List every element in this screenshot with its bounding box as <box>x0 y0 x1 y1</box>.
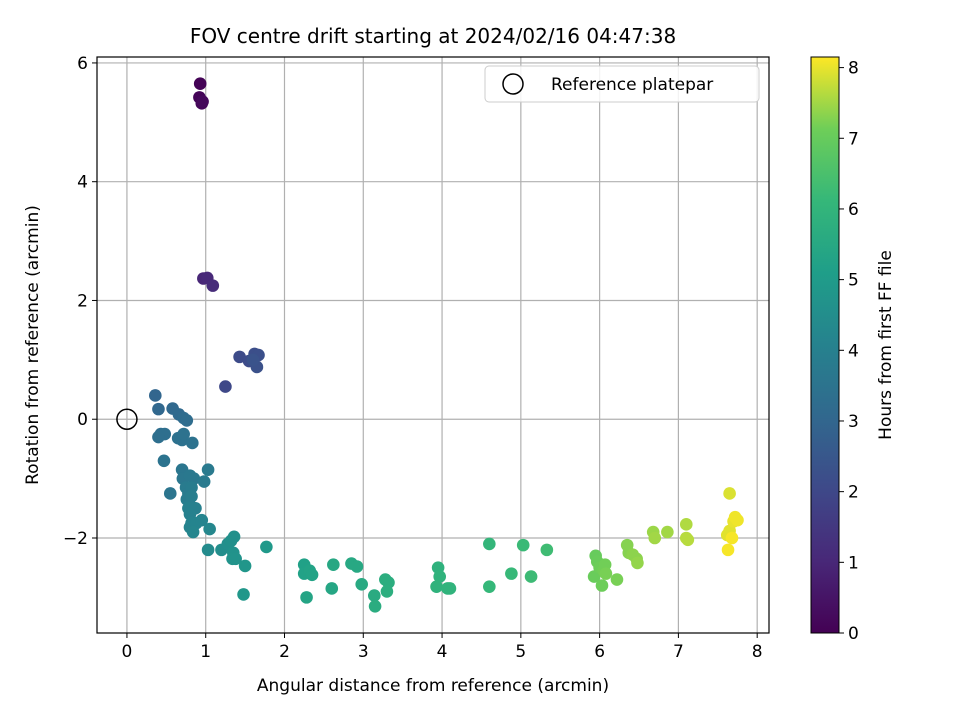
data-point <box>246 353 260 367</box>
colorbar-tick-label: 8 <box>848 59 859 79</box>
data-point <box>163 487 177 500</box>
colorbar-tick-label: 3 <box>848 412 859 432</box>
data-point <box>157 454 171 468</box>
x-tick-label: 3 <box>358 642 369 662</box>
data-points <box>148 77 744 613</box>
data-point <box>203 522 216 536</box>
data-point <box>524 570 538 583</box>
data-point <box>661 525 674 539</box>
data-point <box>433 570 446 583</box>
x-tick-label: 2 <box>279 642 290 662</box>
data-point <box>186 525 200 539</box>
data-point <box>148 389 162 402</box>
data-point <box>305 568 319 582</box>
data-point <box>233 350 246 364</box>
data-point <box>725 531 739 545</box>
data-point <box>186 436 199 450</box>
data-point <box>443 582 457 595</box>
data-point <box>430 580 443 593</box>
data-point <box>152 430 165 444</box>
data-point <box>193 77 207 91</box>
x-tick-label: 6 <box>594 642 605 662</box>
colorbar-tick-label: 5 <box>848 271 859 291</box>
data-point <box>355 578 369 591</box>
data-point <box>679 518 693 531</box>
colorbar-tick-label: 4 <box>848 341 859 361</box>
data-point <box>238 559 252 573</box>
y-axis-ticks: −2 0 2 4 6 <box>63 54 97 549</box>
data-point <box>201 543 215 557</box>
y-axis-label: Rotation from reference (arcmin) <box>23 205 43 485</box>
grid <box>97 57 769 633</box>
data-point <box>368 589 381 602</box>
data-point <box>731 513 744 527</box>
colorbar-gradient <box>810 56 840 634</box>
data-point <box>631 556 644 570</box>
data-point <box>599 567 613 580</box>
y-tick-label: 4 <box>77 173 88 193</box>
data-point <box>325 582 339 595</box>
data-point <box>721 543 735 557</box>
colorbar-tick-label: 1 <box>848 553 859 573</box>
data-point <box>648 531 662 545</box>
data-point <box>201 463 215 477</box>
data-point <box>196 95 209 108</box>
x-tick-label: 8 <box>752 642 763 662</box>
data-point <box>483 537 496 551</box>
legend-box <box>484 65 760 103</box>
data-point <box>219 380 232 393</box>
x-tick-label: 1 <box>200 642 211 662</box>
data-point <box>177 427 190 441</box>
data-point <box>610 573 624 586</box>
colorbar-ticks: 0 1 2 3 4 5 6 7 8 <box>839 59 859 644</box>
chart-title: FOV centre drift starting at 2024/02/16 … <box>190 24 676 48</box>
data-point <box>681 533 695 547</box>
colorbar-label: Hours from first FF file <box>876 250 896 440</box>
data-point <box>260 540 273 554</box>
x-tick-label: 5 <box>515 642 526 662</box>
x-tick-label: 7 <box>673 642 684 662</box>
data-point <box>350 560 364 573</box>
data-point <box>180 414 194 427</box>
data-point <box>505 567 518 580</box>
data-point <box>483 580 496 593</box>
colorbar-tick-label: 7 <box>848 129 859 149</box>
data-point <box>152 402 165 416</box>
x-axis-label: Angular distance from reference (arcmin) <box>257 676 609 696</box>
data-point <box>368 599 382 613</box>
reference-platepar-point <box>116 408 138 430</box>
y-tick-label: 2 <box>77 291 88 311</box>
legend: Reference platepar <box>484 65 760 103</box>
y-tick-label: 6 <box>77 54 88 74</box>
legend-entry-reference: Reference platepar <box>551 75 713 95</box>
colorbar: 0 1 2 3 4 5 6 7 8 Hours from first FF file <box>810 56 896 644</box>
data-point <box>723 487 736 500</box>
data-point <box>197 475 211 488</box>
colorbar-tick-label: 0 <box>848 624 859 644</box>
x-tick-label: 0 <box>122 642 133 662</box>
data-point <box>195 513 209 527</box>
plot-frame <box>96 56 770 634</box>
data-point <box>229 552 242 566</box>
data-point <box>206 279 220 292</box>
colorbar-tick-label: 6 <box>848 200 859 220</box>
y-tick-label: 0 <box>77 410 88 430</box>
data-point <box>227 530 241 544</box>
x-axis-ticks: 0 1 2 3 4 5 6 7 8 <box>122 633 763 662</box>
colorbar-tick-label: 2 <box>848 483 859 503</box>
data-point <box>380 585 394 598</box>
data-point <box>237 588 250 601</box>
y-tick-label: −2 <box>63 529 88 549</box>
reference-marker <box>116 408 138 430</box>
data-point <box>540 543 554 557</box>
legend-marker-open-circle <box>502 73 524 95</box>
data-point <box>327 558 340 572</box>
data-point <box>516 538 530 552</box>
data-point <box>300 591 313 604</box>
data-point <box>595 579 609 592</box>
x-tick-label: 4 <box>437 642 448 662</box>
data-point <box>185 481 198 494</box>
